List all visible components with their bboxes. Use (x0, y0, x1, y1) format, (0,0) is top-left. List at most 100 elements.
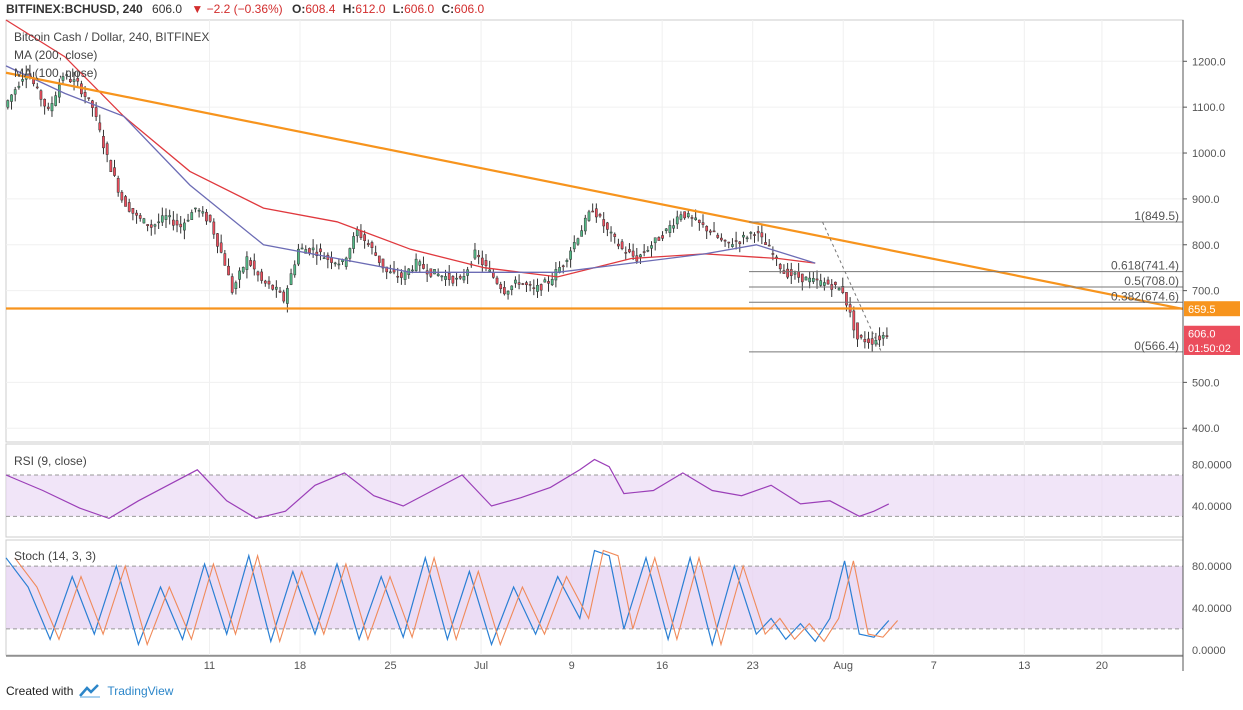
price-badge (1184, 339, 1240, 355)
candle-body (823, 282, 826, 286)
candle-body (131, 207, 135, 214)
candle-body (458, 276, 462, 279)
price-badge-label: 606.0 (1188, 329, 1216, 341)
x-tick-label: 25 (384, 660, 396, 672)
candle-body (738, 241, 742, 244)
candle-body (109, 160, 113, 172)
candle-body (43, 98, 46, 107)
rsi-line (5, 458, 890, 520)
candle-body (753, 234, 756, 236)
candle-body (256, 271, 260, 276)
candle-body (554, 269, 558, 281)
candle-body (72, 79, 76, 82)
candle-body (311, 247, 315, 251)
candle-body (587, 211, 591, 221)
candle-body (764, 242, 767, 245)
oscillators (5, 458, 1183, 647)
x-tick-label: 20 (1096, 660, 1108, 672)
candle-body (322, 257, 326, 260)
tradingview-logo-icon (79, 684, 101, 698)
candle-body (506, 290, 510, 295)
candle-body (102, 136, 105, 149)
ma100-legend: MA (100, close) (14, 66, 98, 80)
candle-body (370, 242, 374, 249)
x-tick-label: 7 (931, 660, 937, 672)
symbol-bar: BITFINEX:BCHUSD, 240 606.0 ▼ −2.2 (−0.36… (0, 0, 1243, 18)
candle-body (289, 273, 293, 285)
candle-body (657, 237, 661, 241)
candle-body (705, 225, 709, 232)
candle-body (694, 217, 698, 220)
price-chart[interactable]: 1(849.5) 0.618(741.4)0.5(708.0)0.382(674.… (0, 18, 1243, 678)
symbol-title: BITFINEX:BCHUSD, 240 (6, 2, 143, 16)
candle-body (561, 265, 565, 268)
created-with-label: Created with (6, 684, 74, 698)
candle-body (411, 269, 414, 272)
y-tick-label: 1100.0 (1192, 102, 1225, 114)
candle-body (138, 215, 142, 219)
candle-body (400, 272, 403, 278)
candle-body (98, 122, 102, 131)
candle-body (319, 248, 322, 253)
candle-body (845, 292, 848, 306)
candle-body (525, 282, 528, 286)
candle-body (124, 196, 127, 207)
candle-body (304, 249, 308, 254)
candle-body (565, 260, 569, 262)
candle-body (727, 241, 731, 244)
candle-body (168, 215, 172, 218)
stoch-tick-label: 80.0000 (1192, 561, 1232, 573)
candle-body (263, 280, 267, 284)
candle-body (344, 257, 348, 267)
candle-body (127, 202, 131, 212)
tradingview-brand: TradingView (107, 684, 174, 698)
candle-body (811, 278, 815, 282)
price-change: ▼ −2.2 (−0.36%) (191, 2, 283, 16)
candle-body (510, 285, 514, 291)
candle-body (808, 277, 812, 283)
candle-body (352, 236, 355, 249)
candle-body (760, 232, 764, 238)
candle-body (216, 233, 219, 247)
candle-body (54, 95, 58, 106)
candle-body (598, 214, 602, 217)
candle-body (238, 270, 241, 280)
x-tick-label: 9 (569, 660, 575, 672)
candle-body (451, 276, 455, 284)
tradingview-link[interactable]: TradingView (79, 684, 173, 698)
candle-body (742, 234, 745, 238)
price-marks (6, 64, 889, 352)
candle-body (514, 279, 517, 284)
y-tick-label: 400.0 (1192, 423, 1220, 435)
candle-body (135, 212, 138, 216)
candle-body (646, 249, 650, 252)
candle-body (172, 219, 175, 226)
candle-body (403, 270, 407, 280)
x-tick-label: Aug (833, 660, 853, 672)
x-tick-label: 13 (1018, 660, 1030, 672)
x-tick-label: 11 (204, 660, 215, 672)
candle-body (219, 242, 223, 253)
candle-body (767, 244, 771, 247)
candle-body (664, 228, 668, 231)
candle-body (550, 278, 554, 286)
candle-body (804, 276, 808, 281)
y-tick-label: 1200.0 (1192, 56, 1226, 68)
candle-body (271, 284, 275, 290)
candle-body (197, 209, 201, 212)
rsi-tick-label: 80.0000 (1192, 460, 1232, 472)
candle-body (76, 78, 80, 82)
low-value: 606.0 (404, 2, 435, 16)
ohlc: O:608.4 H:612.0 L:606.0 C:606.0 (292, 0, 484, 18)
fib-label: 0.382(674.6) (1111, 289, 1179, 303)
candle-body (723, 239, 727, 242)
candle-body (631, 250, 635, 257)
candle-body (484, 260, 488, 266)
candle-body (179, 223, 183, 228)
candle-body (789, 269, 793, 276)
candle-body (223, 253, 227, 266)
candle-body (6, 100, 10, 108)
candle-body (252, 260, 256, 270)
candle-body (609, 231, 613, 234)
candle-body (120, 191, 124, 201)
